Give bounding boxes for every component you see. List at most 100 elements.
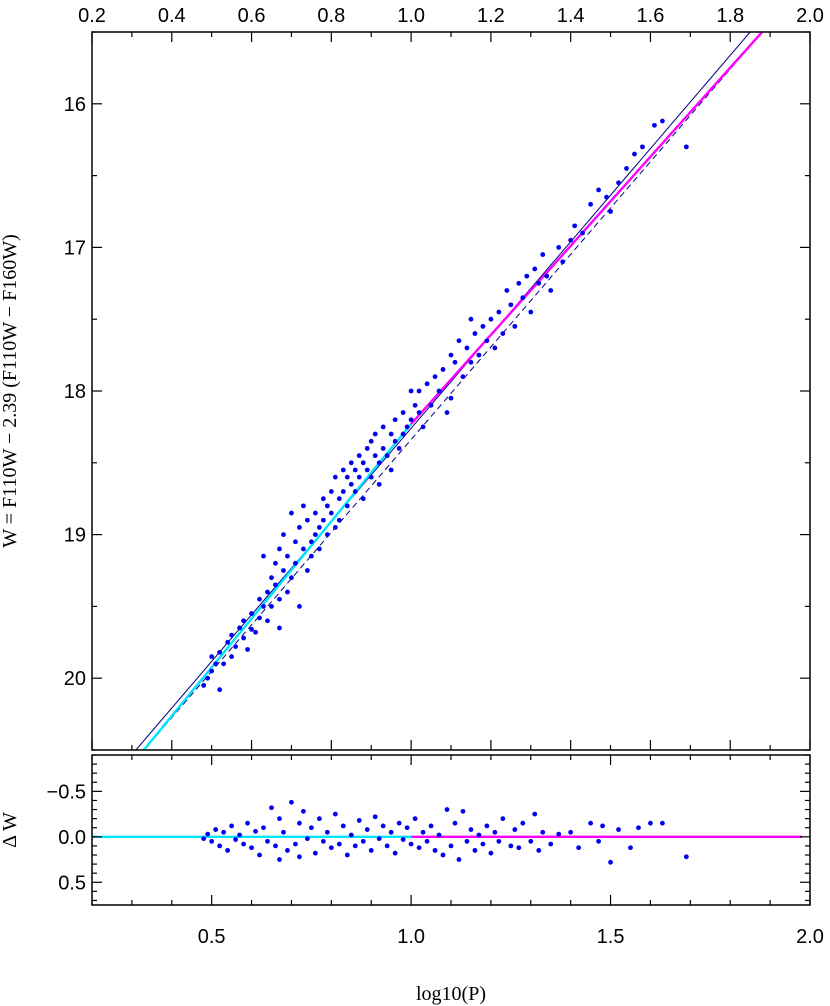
main-panel-fit-line-1 bbox=[143, 32, 763, 750]
main-panel-fit-line-2 bbox=[142, 423, 413, 750]
main-panel-y-tick-label: 17 bbox=[64, 237, 86, 259]
main-panel-data-point bbox=[480, 323, 486, 329]
main-panel-data-point bbox=[360, 496, 366, 502]
main-panel-data-point bbox=[388, 467, 394, 473]
main-panel-data-point bbox=[376, 460, 382, 466]
main-panel-data-point bbox=[540, 252, 546, 257]
main-panel-data-point bbox=[512, 323, 518, 329]
resid-panel-data-point bbox=[472, 848, 478, 853]
main-panel-data-point bbox=[249, 611, 254, 616]
main-panel-data-point bbox=[305, 517, 310, 523]
main-panel-data-point bbox=[301, 503, 306, 509]
residual-y-axis-title: Δ W bbox=[0, 812, 21, 848]
resid-panel-data-point bbox=[536, 848, 542, 853]
resid-panel-data-point bbox=[308, 825, 314, 831]
resid-panel-data-point bbox=[408, 841, 414, 847]
resid-panel-data-point bbox=[520, 820, 526, 826]
resid-panel-data-point bbox=[364, 827, 370, 832]
resid-panel-data-point bbox=[660, 820, 665, 826]
main-panel-data-point bbox=[265, 589, 270, 595]
main-panel-data-point bbox=[660, 118, 665, 124]
resid-panel-data-point bbox=[241, 841, 246, 847]
main-panel-data-point bbox=[332, 525, 338, 530]
main-panel-data-point bbox=[364, 467, 370, 473]
main-panel-data-point bbox=[320, 496, 326, 502]
main-panel-data-point bbox=[412, 402, 418, 408]
main-panel-data-point bbox=[348, 481, 354, 487]
resid-panel-data-point bbox=[368, 848, 374, 853]
resid-panel-data-point bbox=[348, 832, 354, 838]
resid-panel-data-point bbox=[388, 829, 394, 835]
resid-panel-data-point bbox=[245, 820, 250, 826]
main-panel-data-point bbox=[380, 424, 386, 430]
main-panel-data-point bbox=[624, 166, 629, 171]
main-y-axis-title: W = F110W − 2.39 (F110W − F160W) bbox=[0, 234, 21, 547]
main-panel-data-point bbox=[308, 539, 314, 545]
main-panel-data-point bbox=[468, 359, 474, 365]
main-panel-data-point bbox=[372, 431, 378, 437]
main-panel-data-point bbox=[281, 532, 286, 537]
resid-panel-data-point bbox=[404, 825, 410, 831]
resid-panel-data-point bbox=[340, 823, 346, 829]
resid-panel-data-point bbox=[600, 823, 605, 829]
main-panel-fit-line-0 bbox=[135, 32, 751, 750]
resid-panel-data-point bbox=[384, 843, 390, 849]
main-panel-x-tick-label: 0.6 bbox=[238, 5, 266, 27]
main-panel-data-point bbox=[448, 395, 454, 401]
main-panel-data-point bbox=[209, 668, 215, 674]
main-panel-data-point bbox=[316, 525, 322, 530]
main-panel-data-point bbox=[556, 245, 562, 250]
main-panel-data-point bbox=[324, 532, 330, 537]
main-panel-data-point bbox=[404, 424, 410, 430]
main-panel-data-point bbox=[301, 546, 306, 552]
main-panel-data-point bbox=[444, 410, 450, 415]
resid-panel-data-point bbox=[528, 838, 534, 844]
main-panel-data-point bbox=[229, 632, 235, 638]
main-panel-data-point bbox=[340, 467, 346, 473]
main-panel-data-point bbox=[257, 596, 262, 602]
resid-panel-data-point bbox=[332, 811, 338, 817]
main-panel-data-point bbox=[297, 604, 302, 609]
main-panel-y-tick-label: 16 bbox=[64, 94, 86, 116]
resid-panel-data-point bbox=[316, 816, 322, 822]
main-panel-data-point bbox=[380, 446, 386, 451]
resid-panel-data-point bbox=[648, 820, 653, 826]
main-panel-data-point bbox=[428, 402, 434, 408]
main-panel-data-point bbox=[360, 460, 366, 466]
resid-panel-data-point bbox=[448, 843, 454, 849]
main-panel-data-point bbox=[233, 644, 239, 650]
main-panel-data-point bbox=[436, 388, 442, 394]
resid-panel-data-point bbox=[380, 823, 386, 829]
resid-panel-data-point bbox=[305, 836, 310, 842]
main-panel-x-tick-label: 0.2 bbox=[78, 5, 106, 27]
resid-panel-data-point bbox=[336, 841, 342, 847]
resid-panel-data-point bbox=[237, 832, 242, 838]
main-panel-data-point bbox=[332, 474, 338, 480]
resid-panel-data-point bbox=[356, 818, 362, 823]
resid-panel-data-point bbox=[253, 828, 258, 834]
resid-panel-y-tick-label: 0.0 bbox=[58, 827, 86, 849]
main-panel-data-point bbox=[217, 687, 223, 693]
main-panel-data-point bbox=[312, 532, 318, 537]
resid-panel-data-point bbox=[289, 799, 294, 805]
resid-panel-data-point bbox=[261, 825, 266, 831]
resid-panel-data-point bbox=[484, 823, 490, 829]
resid-panel-data-point bbox=[636, 825, 641, 831]
resid-panel-data-point bbox=[500, 816, 506, 822]
main-plot-panel: 0.2 0.4 0.6 0.8 1.0 1.2 1.4 1.6 1.8 2.0 16 17 18 19 20 bbox=[64, 5, 824, 751]
main-panel-data-point bbox=[532, 266, 538, 272]
main-panel-data-point bbox=[516, 280, 522, 286]
resid-panel-data-point bbox=[412, 816, 418, 822]
main-panel-data-point bbox=[328, 510, 334, 516]
main-panel-data-point bbox=[340, 489, 346, 494]
main-panel-data-point bbox=[520, 295, 526, 301]
main-panel-y-tick-label: 19 bbox=[64, 525, 86, 547]
resid-panel-data-point bbox=[277, 816, 282, 822]
resid-panel-data-point bbox=[596, 838, 601, 844]
residual-plot-panel: 0.5 1.0 1.5 2.0 −0.5 0.0 0.5 bbox=[47, 754, 824, 948]
main-panel-data-point bbox=[568, 237, 574, 243]
resid-panel-data-point bbox=[281, 829, 286, 835]
main-panel-frame bbox=[91, 31, 811, 751]
main-panel-data-point bbox=[253, 629, 258, 635]
main-panel-data-point bbox=[241, 635, 246, 641]
